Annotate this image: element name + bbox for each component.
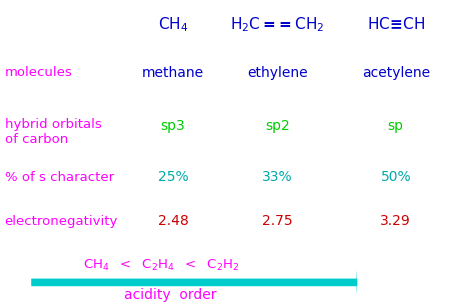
Text: CH$_4$: CH$_4$ bbox=[158, 15, 188, 34]
Text: acetylene: acetylene bbox=[362, 66, 430, 80]
Text: acidity  order: acidity order bbox=[124, 288, 217, 302]
Text: 25%: 25% bbox=[158, 170, 188, 184]
Text: HC$\mathbf{\!\equiv\!}$CH: HC$\mathbf{\!\equiv\!}$CH bbox=[366, 16, 425, 32]
Text: 33%: 33% bbox=[262, 170, 292, 184]
Text: 2.48: 2.48 bbox=[158, 214, 188, 228]
Text: hybrid orbitals
of carbon: hybrid orbitals of carbon bbox=[5, 118, 101, 146]
Text: 2.75: 2.75 bbox=[262, 214, 292, 228]
Text: % of s character: % of s character bbox=[5, 171, 114, 184]
Text: H$_2$C$\mathbf{=\!=}$CH$_2$: H$_2$C$\mathbf{=\!=}$CH$_2$ bbox=[230, 15, 325, 34]
Text: sp3: sp3 bbox=[161, 119, 185, 133]
Text: 3.29: 3.29 bbox=[381, 214, 411, 228]
Text: methane: methane bbox=[142, 66, 204, 80]
Text: sp2: sp2 bbox=[265, 119, 290, 133]
Text: CH$_4$  $<$  C$_2$H$_4$  $<$  C$_2$H$_2$: CH$_4$ $<$ C$_2$H$_4$ $<$ C$_2$H$_2$ bbox=[83, 258, 239, 273]
Text: molecules: molecules bbox=[5, 66, 73, 79]
Text: electronegativity: electronegativity bbox=[5, 215, 118, 228]
Text: ethylene: ethylene bbox=[247, 66, 308, 80]
Text: sp: sp bbox=[388, 119, 404, 133]
Text: 50%: 50% bbox=[381, 170, 411, 184]
